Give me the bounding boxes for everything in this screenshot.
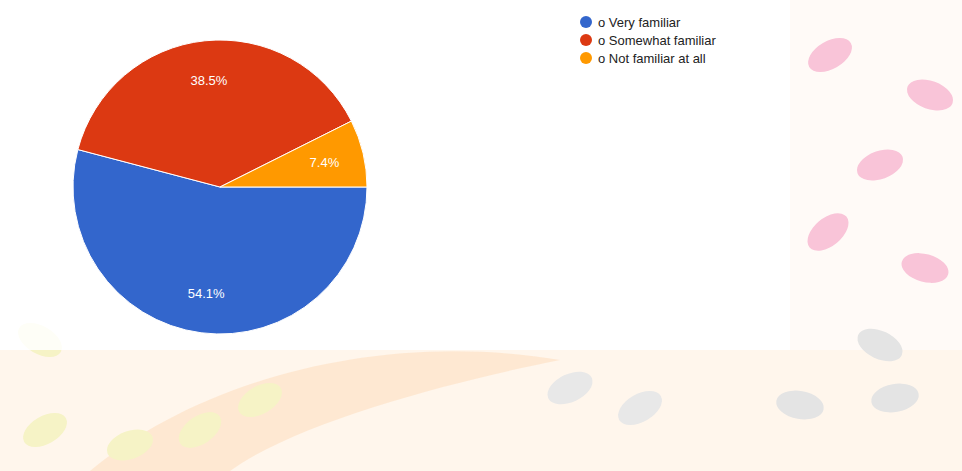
- data-labels: 54.1% 38.5% 7.4%: [188, 73, 340, 301]
- pie-slice: [78, 40, 352, 187]
- decor-leaf: [801, 206, 856, 258]
- decor-leaf: [774, 387, 826, 423]
- pie: [73, 40, 367, 334]
- legend-label: o Somewhat familiar: [598, 33, 716, 48]
- decor-leaf: [903, 74, 958, 117]
- decor-leaf: [17, 406, 73, 454]
- data-label: 7.4%: [310, 155, 340, 170]
- legend-swatch: [580, 34, 592, 46]
- pie-slice: [220, 121, 367, 187]
- decor-leaf: [172, 405, 227, 455]
- legend-swatch: [580, 52, 592, 64]
- data-label: 54.1%: [188, 286, 225, 301]
- legend: o Very familiar o Somewhat familiar o Not …: [580, 15, 716, 66]
- decor-leaf: [852, 322, 907, 368]
- decor-leaf: [103, 424, 158, 467]
- decor-leaf: [612, 384, 668, 432]
- decor-leaf: [232, 376, 288, 424]
- legend-label: o Not familiar at all: [598, 51, 706, 66]
- data-label: 38.5%: [190, 73, 227, 88]
- background-decoration: [0, 0, 962, 471]
- decor-leaf: [869, 380, 921, 416]
- background-band: [0, 350, 962, 471]
- decor-leaf: [898, 248, 952, 287]
- background-band: [790, 0, 962, 350]
- decor-leaf: [542, 365, 597, 411]
- chart-canvas: 54.1% 38.5% 7.4% o Very familiar o Somewhat …: [0, 0, 962, 471]
- legend-label: o Very familiar: [598, 15, 681, 30]
- decor-leaf: [853, 144, 908, 187]
- legend-swatch: [580, 16, 592, 28]
- background-swoosh: [90, 351, 560, 471]
- chart-panel: [0, 0, 790, 350]
- decor-leaf: [802, 31, 858, 79]
